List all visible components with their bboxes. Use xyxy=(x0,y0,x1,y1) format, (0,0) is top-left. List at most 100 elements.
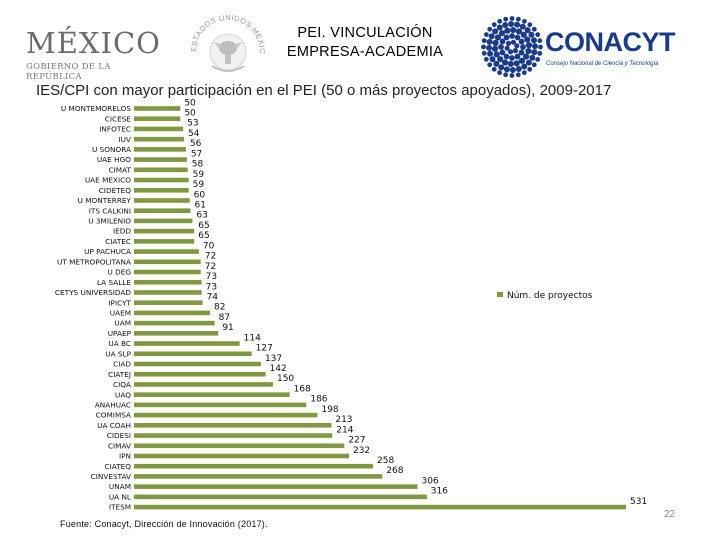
bar xyxy=(134,351,252,357)
category-label: CINVESTAV xyxy=(91,472,131,481)
slide-title-line-1: PEI. VINCULACIÓN xyxy=(297,25,433,41)
value-label: 232 xyxy=(353,446,370,456)
category-label: UA BC xyxy=(108,339,131,348)
value-label: 74 xyxy=(207,292,219,302)
category-label: CIQA xyxy=(113,380,131,389)
value-label: 65 xyxy=(198,231,209,241)
category-label: IUV xyxy=(119,135,132,144)
category-label: IPN xyxy=(119,452,131,461)
category-label: U MONTEMORELOS xyxy=(61,104,131,113)
bar xyxy=(134,310,210,316)
category-label: CIAD xyxy=(113,360,131,369)
bar xyxy=(134,453,349,459)
category-label: LA SALLE xyxy=(97,278,131,287)
category-label: CIATEQ xyxy=(105,462,132,471)
value-label: 227 xyxy=(348,436,365,446)
bar xyxy=(134,320,215,326)
category-label: UAEM xyxy=(110,309,131,318)
bar xyxy=(134,463,374,469)
bar xyxy=(134,228,195,234)
value-label: 59 xyxy=(193,180,205,190)
value-label: 59 xyxy=(193,170,205,180)
value-label: 214 xyxy=(336,425,353,435)
category-label: UA NL xyxy=(109,492,132,501)
category-label: ANAHUAC xyxy=(95,400,131,409)
category-label: U MONTERREY xyxy=(78,196,132,205)
category-label: U 3MILENIO xyxy=(88,217,131,226)
category-label: UAE MEXICO xyxy=(85,176,131,185)
category-label: IEDD xyxy=(113,227,131,236)
slide-title: PEI. VINCULACIÓN EMPRESA-ACADEMIA xyxy=(270,24,460,62)
bar xyxy=(134,484,418,489)
value-label: 186 xyxy=(310,395,327,405)
bar xyxy=(134,116,181,122)
value-label: 82 xyxy=(214,303,225,313)
value-label: 127 xyxy=(256,344,273,354)
value-label: 65 xyxy=(198,221,209,231)
chart-legend: Núm. de proyectos xyxy=(497,291,593,301)
bar xyxy=(134,136,185,142)
bar xyxy=(134,361,261,367)
value-label: 63 xyxy=(196,211,207,221)
bar xyxy=(134,290,202,295)
bar xyxy=(134,198,190,203)
slide-number: 22 xyxy=(664,509,676,520)
value-label: 58 xyxy=(192,160,204,170)
bar xyxy=(134,106,181,111)
source-note: Fuente: Conacyt, Dirección de Innovación… xyxy=(60,519,268,529)
category-label: IPICYT xyxy=(108,298,131,307)
value-label: 70 xyxy=(203,241,215,251)
bar xyxy=(134,259,201,265)
legend-swatch xyxy=(497,292,503,297)
value-label: 268 xyxy=(386,466,403,476)
category-label: ITS CALKINI xyxy=(89,206,131,215)
value-label: 50 xyxy=(184,109,196,119)
value-label: 198 xyxy=(321,405,338,415)
bar xyxy=(134,249,199,254)
bar xyxy=(134,300,203,305)
bars xyxy=(134,106,627,510)
value-label: 91 xyxy=(222,323,233,333)
category-label: UT METROPOLITANA xyxy=(57,257,131,266)
category-label: CIMAV xyxy=(108,441,131,450)
bar xyxy=(134,382,273,387)
bar xyxy=(134,147,186,152)
bar xyxy=(134,269,201,275)
legend-label: Núm. de proyectos xyxy=(507,291,593,301)
value-label: 137 xyxy=(265,354,282,364)
bar xyxy=(134,412,318,418)
bar xyxy=(134,474,383,479)
category-label: UNAM xyxy=(109,482,131,491)
category-label: CICESE xyxy=(105,114,132,123)
category-label: UA SLP xyxy=(105,349,131,358)
value-label: 72 xyxy=(205,262,216,272)
conacyt-logo: CONACYT Consejo Nacional de Ciencia y Te… xyxy=(480,16,710,78)
value-label: 72 xyxy=(205,252,216,262)
bar xyxy=(134,504,627,510)
category-label: U SONORA xyxy=(92,145,131,154)
bar xyxy=(134,187,189,193)
category-label: CIDESI xyxy=(107,431,131,440)
bar xyxy=(134,443,345,449)
value-label: 87 xyxy=(219,313,230,323)
category-label: UAQ xyxy=(115,390,131,399)
mexico-logo-word: MÉXICO xyxy=(26,26,161,60)
value-label: 258 xyxy=(377,456,394,466)
bar xyxy=(134,402,307,408)
category-label: CIDETEQ xyxy=(99,186,132,195)
value-label: 57 xyxy=(191,149,202,159)
national-emblem-icon: ESTADOS UNIDOS MEXICANOS xyxy=(190,14,266,72)
value-label: 61 xyxy=(195,201,206,211)
bar xyxy=(134,331,219,336)
value-label: 54 xyxy=(188,129,200,139)
conacyt-logo-word: CONACYT xyxy=(545,27,676,57)
category-label: CETYS UNIVERSIDAD xyxy=(55,288,131,297)
bar xyxy=(134,167,188,173)
bar xyxy=(134,371,266,377)
mexico-logo-subtitle: GOBIERNO DE LA REPÚBLICA xyxy=(26,62,111,82)
bar xyxy=(134,494,427,500)
bar xyxy=(134,279,202,285)
category-label: UAE HGO xyxy=(97,155,131,164)
bar xyxy=(134,208,191,213)
